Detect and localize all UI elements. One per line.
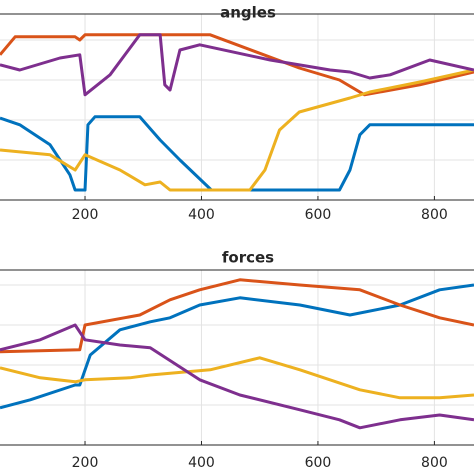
x-tick-label: 400 (188, 207, 215, 223)
line (0, 33, 474, 97)
plot-area (0, 14, 474, 200)
x-tick-label: 400 (188, 455, 215, 471)
line (0, 356, 474, 400)
x-tick-label: 600 (305, 455, 332, 471)
line (0, 115, 474, 192)
line (0, 323, 474, 430)
line (0, 283, 474, 410)
line (0, 68, 474, 192)
x-tick-label: 200 (72, 455, 99, 471)
x-tick-label: 600 (305, 207, 332, 223)
x-tick-label: 800 (421, 207, 448, 223)
line (0, 278, 474, 354)
x-tick-label: 200 (72, 207, 99, 223)
chart-title: angles (220, 4, 276, 22)
x-tick-label: 800 (421, 455, 448, 471)
chart-title: forces (222, 249, 274, 267)
line (0, 33, 474, 97)
